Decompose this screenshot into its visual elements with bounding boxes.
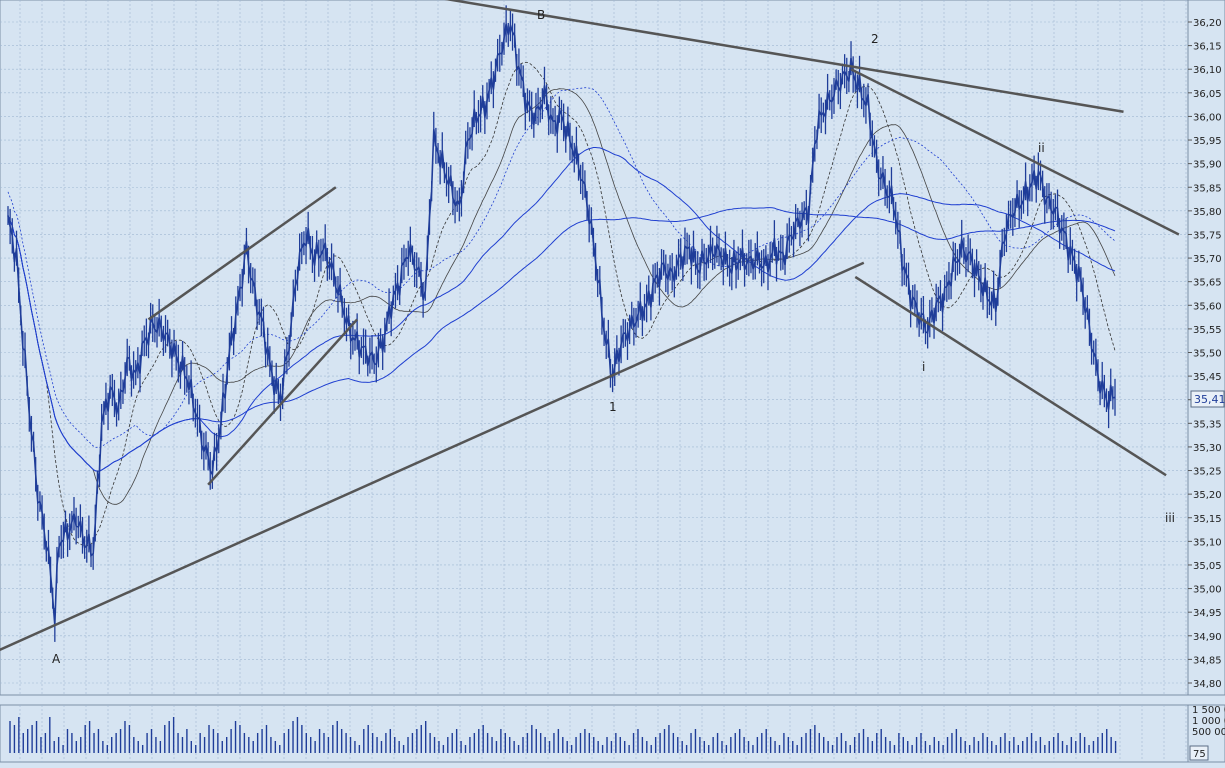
ma-medium [7,88,1116,505]
annotation-iii: iii [1165,511,1175,525]
y-tick-label: 35,30 [1193,443,1222,454]
y-tick-label: 35,85 [1193,183,1222,194]
annotation-2: 2 [871,32,879,46]
y-tick-label: 35,90 [1193,160,1222,171]
y-tick-label: 35,95 [1193,136,1222,147]
price-line [7,22,1116,625]
y-tick-label: 35,50 [1193,349,1222,360]
trendline [207,318,359,486]
y-tick-label: 36,20 [1193,18,1222,29]
ma-very-long [7,207,1116,472]
y-tick-label: 35,65 [1193,278,1222,289]
last-price-box [1190,390,1225,408]
y-tick-label: 35,70 [1193,254,1222,265]
y-tick-label: 35,20 [1193,490,1222,501]
y-tick-label: 35,45 [1193,372,1222,383]
trendline [850,68,1180,236]
price-plot-background [0,0,1189,696]
y-tick-label: 35,05 [1193,561,1222,572]
y-tick-label: 35,00 [1193,585,1222,596]
y-tick-label: 35,15 [1193,514,1222,525]
y-tick-label: 35,35 [1193,419,1222,430]
trendlines [0,0,1180,652]
trendline [854,275,1167,477]
trendline [444,0,1124,113]
y-tick-label: 34,95 [1193,608,1222,619]
trendline [147,186,337,321]
volume-tick-label: 500 00 [1192,727,1225,738]
price-axis-background [1187,0,1225,696]
y-tick-label: 35,80 [1193,207,1222,218]
y-tick-label: 35,60 [1193,301,1222,312]
volume-bars [9,717,1117,753]
ma-upper-band [7,87,1116,448]
y-tick-label: 34,90 [1193,632,1222,643]
y-tick-label: 36,15 [1193,42,1222,53]
y-tick-label: 35,75 [1193,230,1222,241]
annotation-A: A [52,652,61,666]
annotation-B: B [537,8,545,22]
y-tick-label: 35,25 [1193,467,1222,478]
annotation-ii: ii [1038,141,1045,155]
y-tick-label: 34,80 [1193,679,1222,690]
y-tick-label: 35,55 [1193,325,1222,336]
y-tick-label: 36,10 [1193,65,1222,76]
annotation-i: i [922,360,925,374]
y-tick-label: 35,10 [1193,537,1222,548]
y-tick-label: 36,05 [1193,89,1222,100]
annotation-1: 1 [609,400,617,414]
volume-tick-label: 1 000 0 [1192,716,1225,727]
volume-corner-label: 75 [1193,749,1206,760]
trendline [0,261,865,652]
y-tick-label: 34,85 [1193,655,1222,666]
price-series [7,5,1116,642]
y-axis: 34,80 34,85 34,90 34,95 35,00 35,05 35,10 35,15… [1188,18,1222,690]
volume-tick-label: 1 500 0 [1192,705,1225,716]
y-tick-label: 36,00 [1193,112,1222,123]
last-price-label: 35,41 [1194,393,1225,406]
volume-corner-box [1189,745,1209,761]
